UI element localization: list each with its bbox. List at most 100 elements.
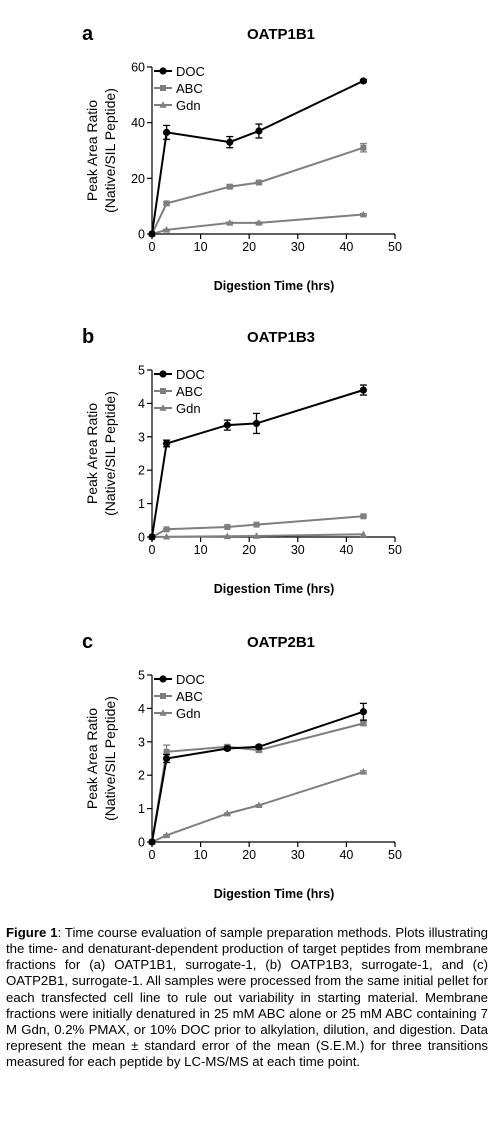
- y-tick-label: 3: [138, 430, 145, 444]
- data-point-doc: [252, 419, 261, 428]
- legend-marker-gdn: [159, 709, 167, 716]
- legend-marker-gdn: [159, 101, 167, 108]
- data-point-doc: [162, 128, 171, 137]
- y-tick-label: 4: [138, 702, 145, 716]
- x-tick-label: 0: [149, 543, 156, 557]
- figure-caption: Figure 1: Time course evaluation of samp…: [6, 925, 488, 1070]
- x-tick-label: 30: [291, 543, 305, 557]
- x-axis-title: Digestion Time (hrs): [214, 279, 335, 293]
- data-point-gdn: [359, 768, 368, 775]
- x-axis-title: Digestion Time (hrs): [214, 887, 335, 901]
- legend-marker-abc: [160, 693, 166, 699]
- legend-label-abc: ABC: [176, 689, 203, 704]
- y-tick-label: 20: [131, 172, 145, 186]
- y-tick-label: 4: [138, 397, 145, 411]
- series-line-abc: [151, 146, 364, 235]
- x-tick-label: 0: [149, 848, 156, 862]
- data-point-doc: [255, 743, 263, 751]
- y-tick-label: 2: [138, 464, 145, 478]
- y-axis-title-line1: Peak Area Ratio: [84, 403, 100, 504]
- legend-label-doc: DOC: [176, 64, 205, 79]
- data-point-gdn: [226, 219, 234, 226]
- data-point-abc: [360, 144, 367, 151]
- x-tick-label: 10: [194, 240, 208, 254]
- y-tick-label: 2: [138, 769, 145, 783]
- chart-panel-a: a OATP1B1 0 20 40 60 0 10 20 30 40 50 Digestion Time…: [82, 23, 402, 293]
- data-point-gdn: [162, 226, 171, 233]
- data-point-doc: [359, 77, 368, 85]
- data-point-gdn: [162, 831, 171, 839]
- legend-marker-abc: [160, 388, 166, 394]
- data-point-doc: [226, 138, 234, 146]
- y-tick-label: 5: [138, 364, 145, 378]
- chart-title: OATP1B3: [247, 329, 315, 346]
- data-point-abc: [163, 748, 170, 755]
- data-point-gdn: [255, 219, 263, 226]
- data-point-abc: [224, 523, 231, 530]
- y-tick-label: 0: [138, 531, 145, 545]
- data-point-gdn: [255, 801, 263, 809]
- y-axis-title-line2: (Native/SIL Peptide): [102, 391, 118, 516]
- x-tick-label: 50: [388, 543, 402, 557]
- x-tick-label: 40: [339, 240, 353, 254]
- data-point-gdn: [223, 532, 231, 540]
- data-point-doc: [255, 127, 263, 135]
- caption-text: : Time course evaluation of sample prepa…: [6, 925, 489, 1069]
- data-point-abc: [163, 200, 170, 207]
- y-tick-label: 40: [131, 116, 145, 130]
- caption-label: Figure 1: [6, 925, 58, 941]
- legend-label-gdn: Gdn: [176, 98, 201, 113]
- x-axis-title: Digestion Time (hrs): [214, 582, 335, 596]
- legend-marker-gdn: [159, 404, 167, 411]
- x-tick-label: 40: [339, 543, 353, 557]
- data-point-doc: [359, 386, 368, 394]
- data-point-gdn: [223, 809, 231, 817]
- panel-letter: a: [82, 23, 94, 45]
- y-tick-label: 1: [138, 802, 145, 816]
- x-tick-label: 20: [242, 240, 256, 254]
- x-tick-label: 0: [149, 240, 156, 254]
- legend-marker-abc: [160, 85, 166, 91]
- x-tick-label: 30: [291, 240, 305, 254]
- y-tick-label: 5: [138, 669, 145, 683]
- y-axis-title-line2: (Native/SIL Peptide): [102, 88, 118, 213]
- x-tick-label: 40: [339, 848, 353, 862]
- legend-label-gdn: Gdn: [176, 706, 201, 721]
- data-point-gdn: [359, 530, 368, 538]
- x-tick-label: 10: [194, 543, 208, 557]
- y-tick-label: 0: [138, 836, 145, 850]
- x-tick-label: 20: [242, 543, 256, 557]
- legend-label-doc: DOC: [176, 672, 205, 687]
- chart-title: OATP2B1: [247, 634, 315, 651]
- chart-title: OATP1B1: [247, 26, 315, 43]
- x-tick-label: 30: [291, 848, 305, 862]
- data-point-abc: [163, 526, 170, 533]
- data-point-doc: [359, 708, 368, 716]
- legend-label-abc: ABC: [176, 384, 203, 399]
- data-point-doc: [148, 230, 156, 238]
- legend-label-abc: ABC: [176, 81, 203, 96]
- panel-letter: c: [82, 631, 93, 653]
- legend-label-gdn: Gdn: [176, 401, 201, 416]
- data-point-gdn: [359, 210, 368, 218]
- data-point-abc: [226, 183, 233, 190]
- data-point-doc: [148, 838, 156, 846]
- y-tick-label: 1: [138, 497, 145, 511]
- data-point-doc: [223, 421, 231, 429]
- data-point-abc: [253, 521, 260, 528]
- data-point-gdn: [252, 532, 261, 539]
- data-point-gdn: [162, 532, 171, 540]
- data-point-doc: [162, 439, 171, 448]
- data-point-abc: [360, 720, 367, 727]
- data-point-doc: [223, 744, 231, 753]
- y-axis-title-line1: Peak Area Ratio: [84, 708, 100, 809]
- panel-letter: b: [82, 326, 94, 348]
- y-axis-title-line2: (Native/SIL Peptide): [102, 696, 118, 821]
- y-tick-label: 0: [138, 228, 145, 242]
- data-point-abc: [360, 513, 367, 520]
- y-axis-title-line1: Peak Area Ratio: [84, 100, 100, 201]
- x-tick-label: 20: [242, 848, 256, 862]
